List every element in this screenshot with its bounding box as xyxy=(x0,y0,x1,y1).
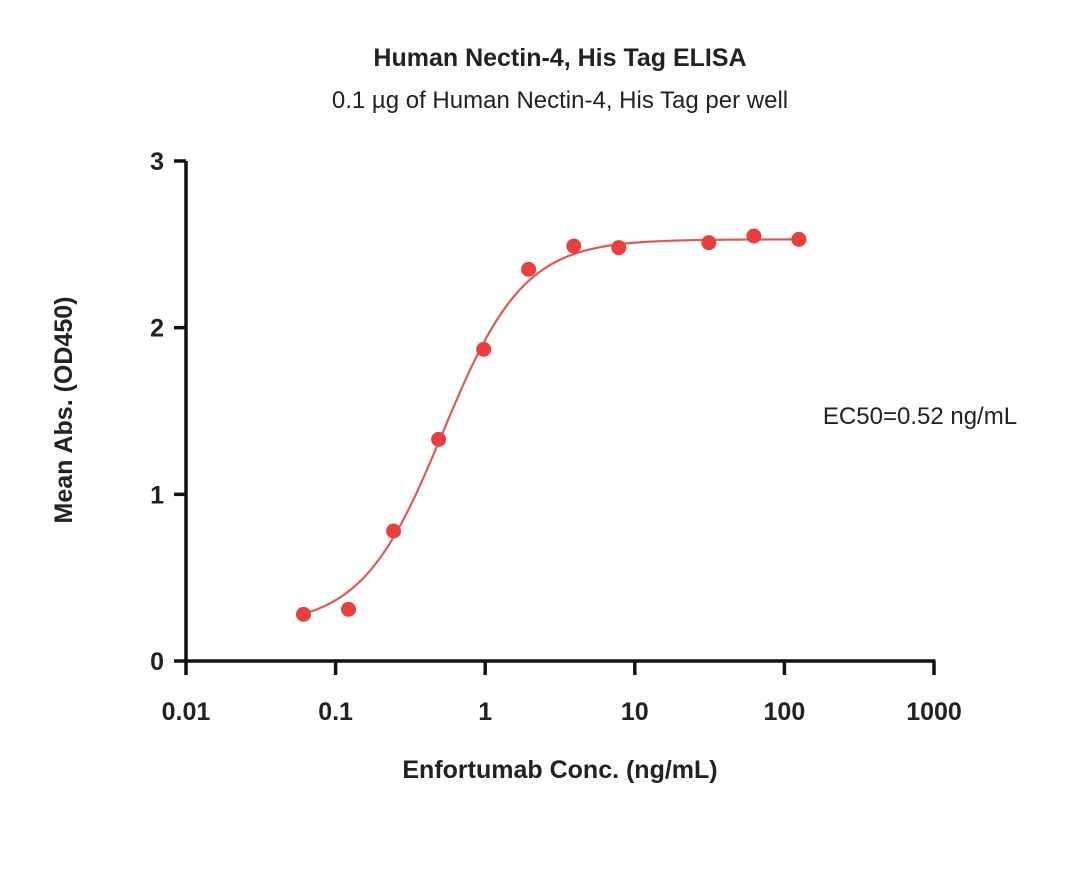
data-point xyxy=(521,261,537,277)
data-point xyxy=(431,431,447,447)
data-point xyxy=(476,341,492,357)
fit-curve-layer xyxy=(303,238,799,615)
y-tick-label: 3 xyxy=(150,148,164,176)
tick-labels: 0 1 2 3 0.01 0.1 1 10 100 1000 xyxy=(150,148,962,726)
fit-curve xyxy=(303,238,799,615)
x-tick-label: 0.01 xyxy=(162,698,211,726)
x-tick-label: 0.1 xyxy=(318,698,353,726)
chart-subtitle: 0.1 µg of Human Nectin-4, His Tag per we… xyxy=(332,87,788,114)
data-point xyxy=(386,523,402,539)
x-tick-label: 1 xyxy=(478,698,492,726)
x-tick-label: 100 xyxy=(764,698,806,726)
data-point xyxy=(611,240,627,256)
y-tick-label: 1 xyxy=(150,481,164,509)
data-point xyxy=(295,606,311,622)
x-tick-label: 1000 xyxy=(906,698,962,726)
y-axis-label: Mean Abs. (OD450) xyxy=(50,297,78,524)
data-point xyxy=(701,235,717,251)
data-points xyxy=(295,228,807,622)
data-point xyxy=(566,238,582,254)
data-point xyxy=(791,231,807,247)
y-tick-label: 2 xyxy=(150,315,164,343)
x-tick-label: 10 xyxy=(621,698,649,726)
ec50-annotation: EC50=0.52 ng/mL xyxy=(823,403,1017,430)
data-point xyxy=(746,228,762,244)
x-axis-label: Enfortumab Conc. (ng/mL) xyxy=(402,756,717,784)
data-point xyxy=(341,601,357,617)
chart-title: Human Nectin-4, His Tag ELISA xyxy=(373,44,746,72)
axes xyxy=(174,159,936,675)
y-tick-label: 0 xyxy=(150,648,164,676)
